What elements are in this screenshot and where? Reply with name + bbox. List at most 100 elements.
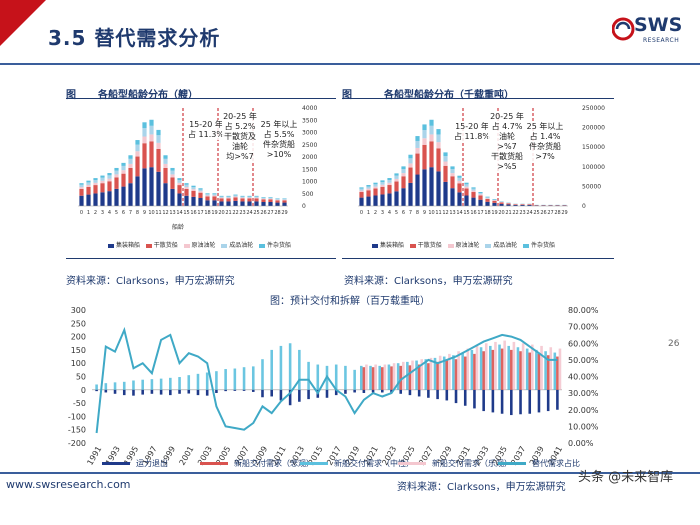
age-bar-seg	[86, 184, 91, 187]
age-bar-seg	[527, 204, 532, 205]
age-bar-seg	[464, 195, 469, 206]
right-panel-bottom-rule	[342, 258, 614, 259]
age-bar-seg	[450, 169, 455, 174]
age-bar-seg	[93, 182, 98, 186]
bar-exit	[427, 389, 430, 398]
bar-exit	[519, 389, 522, 415]
age-x-tick: 27	[547, 210, 553, 216]
age-bar-seg	[436, 171, 441, 206]
age-bar-seg	[450, 166, 455, 170]
age-bar-seg	[492, 202, 497, 206]
bar-新船交付需求（中性）	[132, 380, 135, 390]
age-bar-seg	[114, 177, 119, 189]
age-bar-seg	[163, 183, 168, 206]
age-x-tick: 13	[169, 210, 175, 216]
bar-新船交付需求（乐观）	[448, 353, 451, 390]
bar-exit	[279, 389, 283, 401]
age-bar-seg	[212, 193, 217, 195]
footer-url-link[interactable]: www.swsresearch.com	[6, 478, 131, 491]
age-x-tick: 27	[267, 210, 273, 216]
age-bar-seg	[205, 200, 210, 206]
bar-新船交付需求（乐观）	[512, 341, 516, 390]
age-bar-seg	[240, 201, 245, 206]
left-legend-item-4: 件杂货船	[259, 242, 291, 249]
age-bar-seg	[226, 198, 231, 202]
bar-新船交付需求（乐观）	[531, 344, 534, 390]
age-bar-seg	[373, 186, 378, 189]
right-panel-title: 各船型船龄分布（千载重吨）	[384, 90, 514, 101]
age-bar-seg	[142, 122, 147, 129]
age-x-tick: 22	[232, 210, 238, 216]
age-bar-seg	[422, 130, 427, 139]
age-x-tick: 9	[143, 210, 146, 216]
bar-新船交付需求（中性）	[415, 360, 418, 390]
age-bar-seg	[142, 168, 147, 206]
age-bar-seg	[191, 190, 196, 197]
age-bar-seg	[100, 175, 105, 178]
bar-新船交付需求（悲观）	[417, 364, 421, 390]
x-tick-label: 2001	[178, 445, 196, 467]
age-bar-seg	[184, 195, 189, 206]
age-bar-seg	[170, 170, 175, 175]
age-x-tick: 4	[388, 210, 391, 216]
age-bar-seg	[212, 194, 217, 196]
right-anno-3-text: 25 年以上 占 1.4% 件杂货船 >7%	[526, 122, 564, 161]
bar-新船交付需求（中性）	[344, 365, 347, 390]
age-bar-seg	[422, 169, 427, 206]
age-bar-seg	[478, 195, 483, 200]
age-bar-seg	[198, 191, 203, 193]
age-bar-seg	[156, 142, 161, 149]
age-bar-seg	[380, 180, 385, 183]
left-anno-2-text: 20-25 年 占 5.2% 干散货及 油轮 均>%7	[223, 112, 257, 161]
age-bar-seg	[205, 196, 210, 201]
age-bar-seg	[261, 197, 266, 199]
right-legend-item-3: 成品油轮	[485, 242, 517, 249]
age-bar-seg	[191, 185, 196, 188]
watermark: 头条 @未来智库	[578, 470, 674, 485]
bar-新船交付需求（中性）	[307, 361, 310, 390]
bar-新船交付需求（中性）	[251, 366, 255, 390]
age-bar-seg	[268, 197, 273, 198]
age-y-tick: 2000	[302, 154, 317, 161]
age-bar-seg	[485, 196, 490, 198]
bar-新船交付需求（中性）	[359, 365, 363, 390]
age-x-tick: 26	[260, 210, 266, 216]
age-bar-seg	[520, 204, 525, 206]
age-bar-seg	[478, 192, 483, 193]
y2-tick-label: 0.00%	[568, 439, 594, 448]
age-bar-seg	[394, 191, 399, 206]
age-bar-seg	[373, 184, 378, 187]
age-bar-seg	[149, 141, 154, 168]
age-x-tick: 22	[512, 210, 518, 216]
age-bar-seg	[121, 173, 126, 187]
bar-exit	[95, 389, 98, 392]
age-x-tick: 17	[477, 210, 483, 216]
bar-新船交付需求（中性）	[334, 364, 338, 390]
bar-exit	[242, 389, 246, 391]
age-bar-seg	[394, 175, 399, 179]
age-bar-seg	[422, 138, 427, 145]
age-y-tick: 4000	[302, 105, 317, 112]
bar-新船交付需求（中性）	[525, 348, 529, 390]
age-x-tick: 11	[155, 210, 161, 216]
age-bar-seg	[485, 198, 490, 200]
age-bar-seg	[170, 167, 175, 171]
age-bar-seg	[436, 134, 441, 143]
y-tick-label: 300	[71, 306, 86, 315]
bar-新船交付需求（乐观）	[484, 343, 488, 390]
age-bar-seg	[275, 199, 280, 201]
sws-logo-icon	[612, 17, 635, 41]
age-bar-seg	[254, 195, 259, 197]
age-x-tick: 18	[484, 210, 490, 216]
bar-新船交付需求（中性）	[535, 349, 538, 390]
bar-新船交付需求（中性）	[113, 382, 117, 390]
age-x-tick: 1	[87, 210, 90, 216]
age-x-tick: 23	[239, 210, 245, 216]
bar-新船交付需求（中性）	[516, 347, 520, 390]
age-bar-seg	[485, 199, 490, 202]
age-y-tick: 3000	[302, 130, 317, 137]
bar-exit	[408, 389, 412, 396]
age-bar-seg	[233, 196, 238, 198]
age-x-tick: 25	[253, 210, 259, 216]
y-tick-label: 150	[71, 346, 86, 355]
